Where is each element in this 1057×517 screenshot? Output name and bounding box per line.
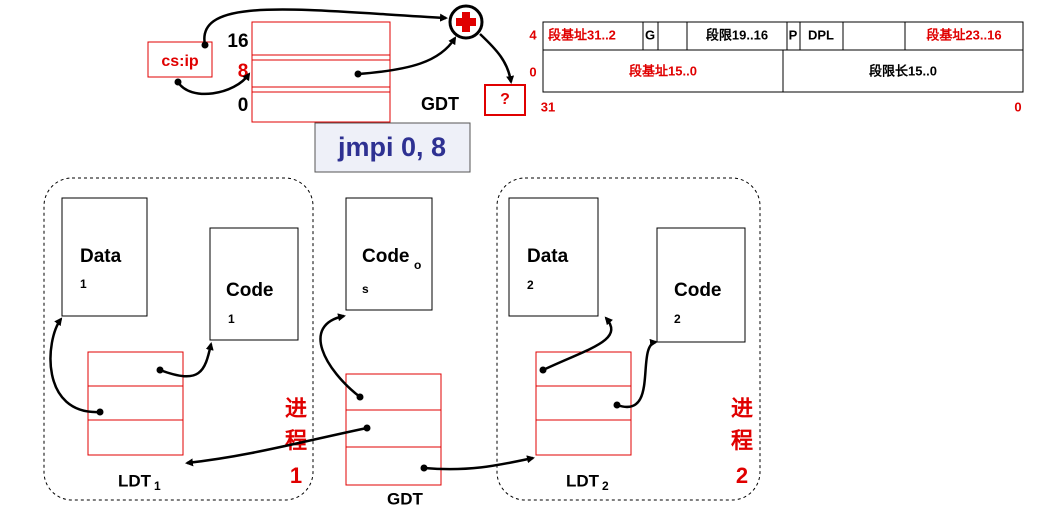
- table-label: GDT: [387, 489, 424, 508]
- process-caption: 2: [736, 463, 748, 488]
- segment-box: [508, 197, 599, 317]
- table-sub: 1: [154, 479, 161, 493]
- descriptor-field: 段限19..16: [706, 27, 768, 42]
- descriptor-field: G: [645, 27, 655, 42]
- segment-box: [209, 227, 299, 341]
- adder: [448, 4, 484, 40]
- result-box: [484, 84, 526, 116]
- process-region: [43, 177, 314, 501]
- segment-sub: 1: [80, 277, 87, 291]
- row-offset: 0: [529, 64, 536, 79]
- segment-sub: o: [414, 258, 421, 272]
- segment-label: Code: [674, 280, 722, 301]
- process-caption: 1: [290, 463, 302, 488]
- segment-box: [656, 227, 746, 343]
- process-caption: 进: [285, 396, 307, 421]
- table-label: GDT: [421, 94, 459, 114]
- descriptor-field: 段基址23..16: [926, 27, 1001, 42]
- segment-sub: 2: [527, 278, 534, 292]
- process-region: [496, 177, 761, 501]
- descriptor-field: P: [789, 27, 798, 42]
- segment-sub: s: [362, 282, 369, 296]
- segment-label: Code: [362, 246, 410, 267]
- bit-label: 31: [541, 99, 555, 114]
- process-caption: 程: [731, 428, 753, 453]
- bit-label: 0: [1014, 99, 1021, 114]
- selector-label: 16: [227, 31, 248, 52]
- arrows: [49, 8, 658, 472]
- segment-box: [345, 197, 433, 311]
- segment-label: Code: [226, 280, 274, 301]
- table-label: LDT: [566, 471, 600, 490]
- descriptor-field: DPL: [808, 27, 834, 42]
- row-offset: 4: [529, 27, 537, 42]
- segment-label: Data: [80, 246, 122, 267]
- process-caption: 进: [731, 396, 753, 421]
- descriptor-field: 段基址31..2: [548, 27, 616, 42]
- segment-sub: 2: [674, 312, 681, 326]
- descriptor-table: [542, 21, 1024, 93]
- process-caption: 程: [285, 428, 307, 453]
- register-box: [147, 41, 213, 78]
- ldt-table: [87, 351, 184, 456]
- segment-label: Data: [527, 246, 569, 267]
- table-sub: 2: [602, 479, 609, 493]
- instruction: jmpi 0, 8: [337, 132, 446, 162]
- segment-box: [61, 197, 148, 317]
- selector-label: 8: [238, 61, 249, 82]
- adder-result: ?: [500, 91, 510, 108]
- descriptor-field: 段基址15..0: [629, 63, 697, 78]
- instruction-box: [314, 122, 471, 173]
- register: cs:ip: [161, 53, 199, 70]
- selector-label: 0: [238, 95, 249, 116]
- descriptor-field: 段限长15..0: [869, 63, 937, 78]
- segment-sub: 1: [228, 312, 235, 326]
- table-label: LDT: [118, 471, 152, 490]
